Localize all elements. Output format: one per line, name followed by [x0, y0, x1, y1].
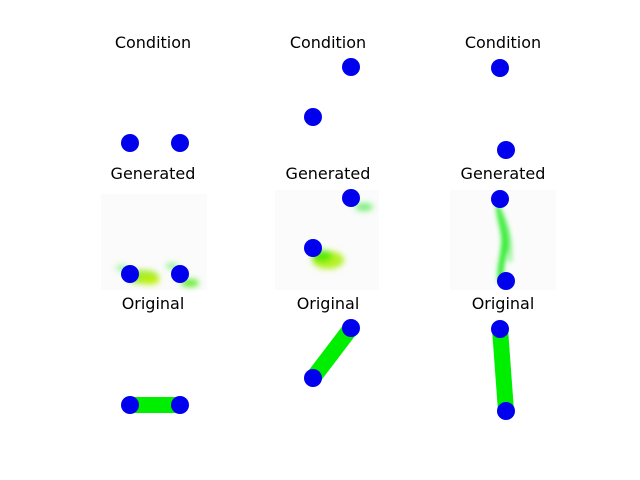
condition-joint-2-2	[304, 108, 322, 126]
generated-joint-1-1	[121, 265, 139, 283]
condition-joint-1-1	[121, 134, 139, 152]
original-joint-1-1	[121, 396, 139, 414]
condition-joint-2-1	[342, 58, 360, 76]
title-condition-1: Condition	[114, 33, 192, 52]
generated-smear-3	[496, 205, 513, 282]
title-condition-2: Condition	[289, 33, 367, 52]
condition-joint-3-2	[497, 141, 515, 159]
title-generated-2: Generated	[285, 164, 371, 183]
original-joint-3-2	[497, 402, 515, 420]
generated-joint-3-2	[497, 272, 515, 290]
title-original-2: Original	[296, 294, 360, 313]
original-limb-3-1	[492, 328, 514, 412]
original-joint-1-2	[171, 396, 189, 414]
original-joint-2-1	[342, 319, 360, 337]
generated-joint-1-2	[171, 265, 189, 283]
joints-layer	[121, 58, 515, 420]
title-condition-3: Condition	[464, 33, 542, 52]
original-joint-3-1	[491, 320, 509, 338]
condition-joint-3-1	[491, 59, 509, 77]
title-original-3: Original	[471, 294, 535, 313]
condition-joint-1-2	[171, 134, 189, 152]
links-layer	[130, 323, 514, 413]
title-generated-1: Generated	[110, 164, 196, 183]
generated-joint-3-1	[491, 190, 509, 208]
generated-joint-2-1	[342, 189, 360, 207]
generated-joint-2-2	[304, 239, 322, 257]
title-original-1: Original	[121, 294, 185, 313]
title-generated-3: Generated	[460, 164, 546, 183]
original-limb-2-1	[306, 323, 358, 383]
original-joint-2-2	[304, 369, 322, 387]
